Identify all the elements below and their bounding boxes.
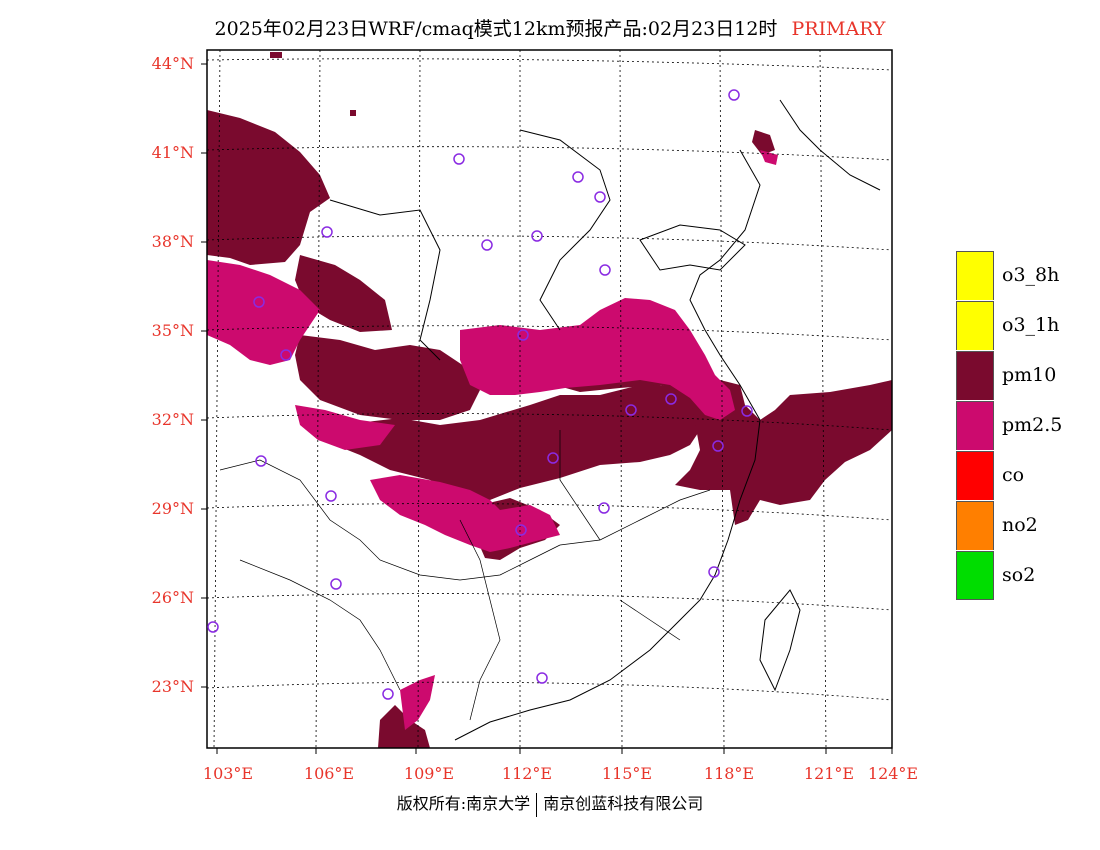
city-marker [728,89,740,101]
lat-label: 29°N [151,499,194,518]
city-marker [382,688,394,700]
lat-label: 38°N [151,232,194,251]
lat-label: 41°N [151,143,194,162]
copyright-owner: 版权所有:南京大学 [396,794,531,813]
legend-swatch [956,250,994,300]
legend-swatch [956,550,994,600]
axis-ticks [201,63,893,754]
province-borders [219,430,711,721]
city-marker [321,226,333,238]
lat-label: 26°N [151,588,194,607]
legend-label: co [1002,464,1025,486]
lat-label: 44°N [151,54,194,73]
city-marker [712,440,724,452]
legend-label: pm2.5 [1002,414,1063,436]
lon-label: 115°E [601,764,653,783]
lon-label: 121°E [803,764,855,783]
legend-label: pm10 [1002,364,1057,386]
city-marker [207,621,219,633]
city-marker [253,296,265,308]
map-frame [206,49,893,749]
city-marker [536,672,548,684]
city-markers [207,89,753,700]
lon-label: 103°E [202,764,254,783]
lon-label: 118°E [703,764,755,783]
lat-label: 32°N [151,410,194,429]
city-marker [481,239,493,251]
copyright-footer: 版权所有:南京大学 南京创蓝科技有限公司 [0,790,1100,817]
legend-item: pm2.5 [956,400,1062,450]
city-marker [255,455,267,467]
map-title: 2025年02月23日WRF/cmaq模式12km预报产品:02月23日12时 P… [0,14,1100,41]
lon-label: 112°E [501,764,553,783]
city-marker [453,153,465,165]
city-marker [598,502,610,514]
city-marker [625,404,637,416]
lon-label: 124°E [867,764,919,783]
pm25-layer [207,150,778,730]
legend-swatch [956,350,994,400]
pm10-layer [207,52,892,748]
lat-label: 23°N [151,677,194,696]
city-marker [531,230,543,242]
title-text: 2025年02月23日WRF/cmaq模式12km预报产品:02月23日12时 [214,18,778,40]
copyright-company: 南京创蓝科技有限公司 [543,794,704,813]
city-marker [708,566,720,578]
city-marker [517,329,529,341]
footer-divider [536,792,538,817]
city-marker [330,578,342,590]
legend-label: o3_8h [1002,264,1060,286]
city-marker [665,393,677,405]
city-marker [325,490,337,502]
legend-label: o3_1h [1002,314,1060,336]
legend-label: no2 [1002,514,1038,536]
lat-label: 35°N [151,321,194,340]
city-marker [515,524,527,536]
primary-tag: PRIMARY [791,18,886,40]
lon-label: 109°E [403,764,455,783]
legend-label: so2 [1002,564,1036,586]
legend-item: no2 [956,500,1062,550]
city-marker [741,405,753,417]
legend-swatch [956,450,994,500]
legend-item: o3_1h [956,300,1062,350]
legend-swatch [956,500,994,550]
city-marker [280,349,292,361]
pollutant-legend: o3_8h o3_1h pm10 pm2.5 co no2 so2 [956,250,1062,600]
legend-item: so2 [956,550,1062,600]
legend-item: o3_8h [956,250,1062,300]
legend-swatch [956,300,994,350]
city-marker [594,191,606,203]
city-marker [599,264,611,276]
lon-label: 106°E [303,764,355,783]
legend-item: co [956,450,1062,500]
legend-item: pm10 [956,350,1062,400]
coastline [329,99,881,741]
legend-swatch [956,400,994,450]
city-marker [547,452,559,464]
city-marker [572,171,584,183]
